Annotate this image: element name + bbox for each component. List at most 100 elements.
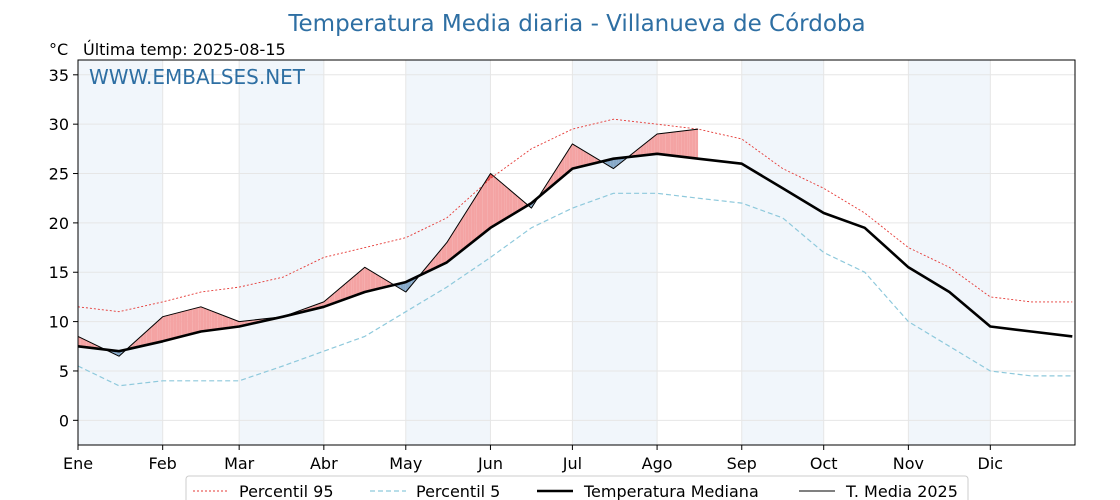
anomaly-fill (468, 203, 472, 246)
y-tick-label: 35 (49, 66, 69, 85)
anomaly-fill (189, 308, 193, 335)
anomaly-fill (692, 129, 696, 159)
anomaly-fill (498, 180, 502, 223)
anomaly-fill (556, 165, 559, 183)
x-tick-label: Dic (978, 454, 1004, 473)
anomaly-fill (654, 134, 658, 155)
extreme-fill (490, 173, 494, 179)
anomaly-fill (610, 158, 614, 169)
anomaly-fill (83, 339, 87, 348)
anomaly-fill (217, 313, 221, 330)
anomaly-fill (648, 138, 652, 155)
x-tick-label: Nov (893, 454, 924, 473)
anomaly-fill (684, 130, 688, 158)
anomaly-fill (375, 273, 379, 290)
anomaly-fill (184, 310, 188, 336)
anomaly-fill (591, 155, 595, 164)
anomaly-fill (433, 255, 436, 269)
month-band (741, 60, 824, 445)
anomaly-fill (332, 292, 335, 304)
anomaly-fill (364, 267, 368, 292)
anomaly-fill (607, 159, 611, 167)
series-line-median (77, 152, 1073, 353)
anomaly-fill (140, 333, 144, 347)
x-tick-label: Feb (149, 454, 177, 473)
anomaly-fill (345, 281, 349, 299)
anomaly-fill (162, 315, 166, 342)
anomaly-fill (78, 336, 81, 347)
anomaly-fill (143, 331, 147, 346)
anomaly-fill (577, 147, 581, 168)
anomaly-fill (383, 278, 387, 288)
x-tick-label: Mar (224, 454, 255, 473)
legend-label-2025: T. Media 2025 (845, 482, 958, 500)
anomaly-fill (487, 173, 491, 230)
anomaly-fill (687, 130, 690, 158)
anomaly-fill (179, 311, 182, 338)
anomaly-fill (512, 191, 516, 215)
anomaly-fill (403, 282, 406, 292)
anomaly-fill (400, 282, 404, 291)
anomaly-fill (493, 175, 496, 227)
anomaly-fill (484, 177, 488, 233)
anomaly-fill (678, 131, 682, 157)
anomaly-fill (613, 158, 617, 169)
anomaly-fill (495, 178, 499, 225)
anomaly-fill (676, 131, 679, 157)
anomaly-fill (501, 182, 505, 222)
anomaly-fill (151, 324, 155, 344)
anomaly-fill (373, 272, 376, 291)
y-axis: 0 5 10 15 20 25 30 35 (49, 66, 78, 430)
anomaly-fill (173, 313, 177, 339)
anomaly-fill (657, 133, 660, 155)
anomaly-fill (168, 314, 171, 340)
anomaly-fill (187, 309, 190, 335)
legend-label-p5: Percentil 5 (416, 482, 500, 500)
anomaly-fill (348, 278, 352, 298)
anomaly-fill (198, 306, 201, 333)
anomaly-fill (689, 129, 693, 159)
anomaly-fill (509, 189, 513, 217)
y-tick-label: 0 (59, 411, 69, 430)
x-axis: Ene Feb Mar Abr May Jun Jul Ago Sep Oct Nov Dic (63, 445, 1003, 473)
anomaly-fill (353, 274, 357, 296)
x-tick-label: Jun (477, 454, 503, 473)
anomaly-fill (359, 269, 363, 294)
anomaly-fill (329, 294, 333, 305)
series-line-p95 (77, 118, 1073, 313)
anomaly-fill (225, 316, 229, 329)
anomaly-fill (441, 245, 445, 266)
anomaly-fill (474, 195, 477, 241)
month-band (78, 60, 163, 445)
unit-label: °C (49, 40, 68, 59)
legend-label-p95: Percentil 95 (239, 482, 334, 500)
anomaly-fill (446, 238, 450, 263)
anomaly-fill (157, 319, 160, 343)
y-tick-label: 15 (49, 263, 69, 282)
anomaly-fill (209, 309, 212, 331)
y-tick-label: 25 (49, 165, 69, 184)
series-lines (77, 118, 1073, 387)
anomaly-fill (159, 316, 163, 342)
x-tick-label: Ene (63, 454, 93, 473)
anomaly-fill (454, 225, 458, 256)
x-tick-label: Ago (642, 454, 673, 473)
anomaly-fill (504, 185, 507, 220)
anomaly-fill (444, 242, 447, 264)
x-tick-label: Jul (562, 454, 582, 473)
anomaly-fill (170, 313, 174, 340)
anomaly-fill (566, 148, 570, 174)
anomaly-fill (588, 153, 592, 165)
anomaly-fill (200, 306, 204, 332)
month-band (239, 60, 324, 445)
anomaly-fill (465, 208, 469, 248)
x-tick-label: Oct (810, 454, 838, 473)
anomaly-fill (673, 131, 677, 157)
anomaly-fill (479, 186, 483, 237)
anomaly-fill (337, 288, 341, 302)
anomaly-fill (457, 221, 461, 254)
anomaly-fill (356, 271, 360, 295)
anomaly-fill (146, 329, 150, 346)
anomaly-fill (138, 336, 141, 347)
